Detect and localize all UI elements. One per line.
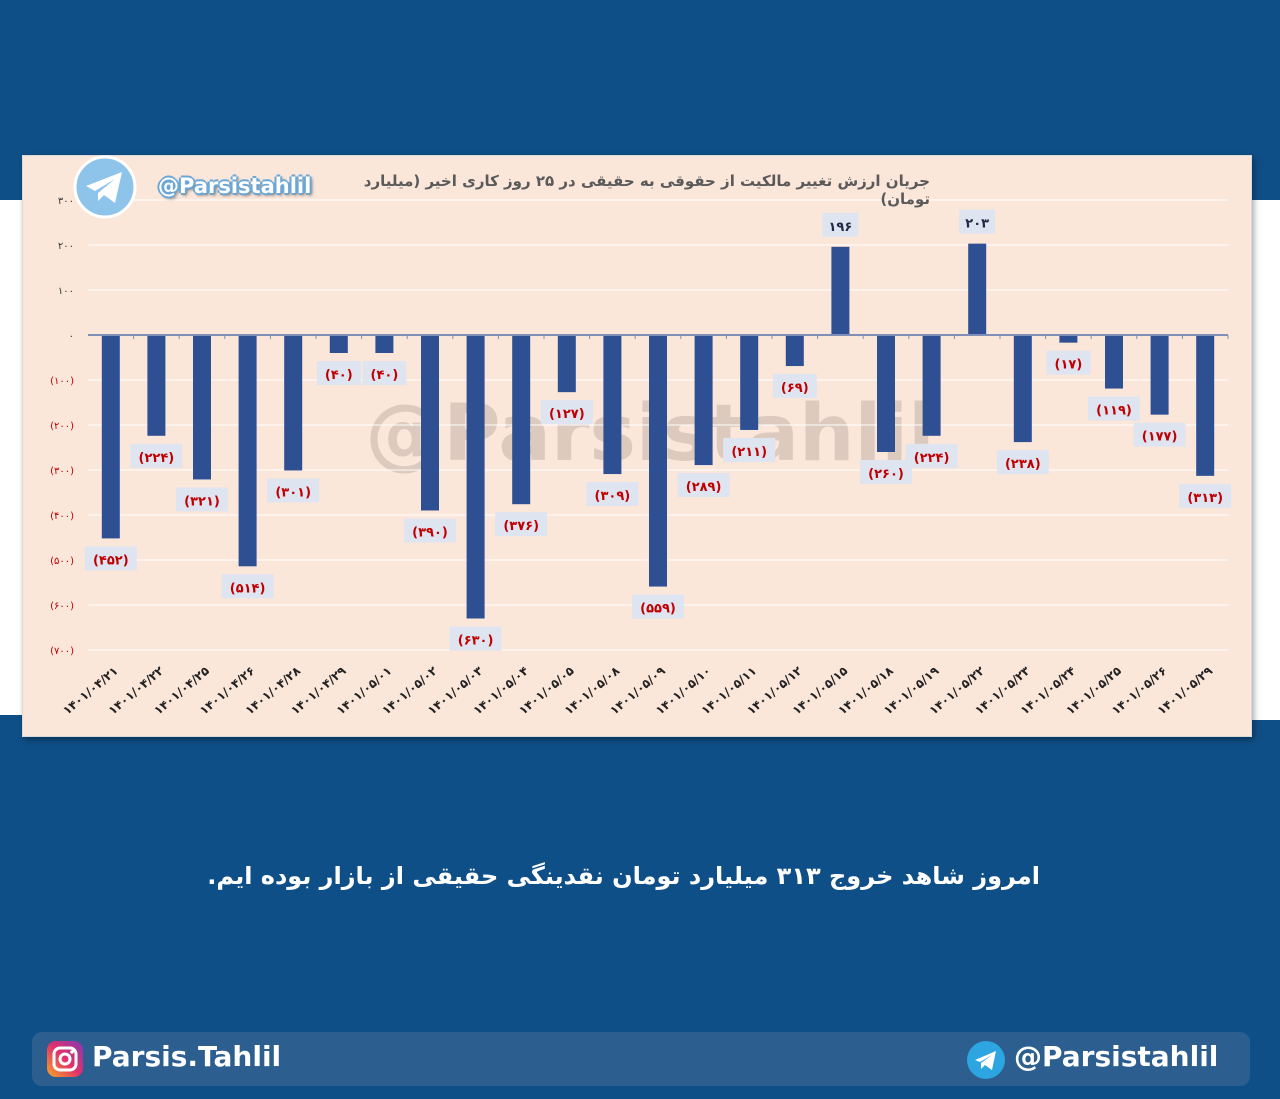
data-label: (۶۹)	[781, 381, 809, 396]
data-label-box	[495, 512, 548, 537]
data-label: (۳۷۶)	[503, 519, 539, 534]
data-label-box	[1179, 483, 1232, 508]
data-label: (۲۶۰)	[868, 467, 904, 482]
y-tick-label: (۴۰۰)	[50, 511, 74, 522]
y-tick-label: (۵۰۰)	[50, 556, 74, 567]
data-label-box	[1088, 396, 1140, 421]
data-label-box	[404, 518, 456, 543]
bar	[740, 335, 759, 430]
data-label-box	[1046, 350, 1091, 375]
bar	[375, 335, 394, 353]
data-label: (۲۲۴)	[914, 451, 950, 466]
y-tick-label: (۷۰۰)	[50, 646, 74, 657]
telegram-icon	[967, 1041, 1005, 1079]
bar-chart: @Parsistahlil ۳۰۰۲۰۰۱۰۰۰(۱۰۰)(۲۰۰)(۳۰۰)(…	[50, 196, 1232, 718]
bar	[785, 335, 804, 367]
bar	[193, 335, 211, 480]
data-label: (۶۳۰)	[458, 634, 494, 649]
data-label-box	[449, 626, 502, 651]
telegram-handle-top: @Parsistahlil	[158, 174, 312, 198]
data-label-box	[362, 361, 407, 385]
data-label-box	[1133, 422, 1186, 447]
data-label: (۲۱۱)	[731, 445, 767, 460]
bar	[147, 335, 166, 436]
bar	[1013, 335, 1032, 443]
data-label-box	[267, 478, 320, 503]
data-label: (۲۳۸)	[1005, 457, 1041, 472]
bar	[877, 335, 895, 452]
data-label-box	[632, 594, 684, 619]
data-label: (۱۱۹)	[1096, 404, 1132, 419]
bar	[1150, 335, 1169, 415]
footer-bar	[32, 1032, 1250, 1086]
bar	[421, 335, 439, 511]
telegram-handle[interactable]: @Parsistahlil	[1014, 1040, 1219, 1073]
bar	[329, 335, 348, 353]
data-label-box	[996, 450, 1049, 475]
data-label: (۳۹۰)	[412, 526, 448, 541]
data-label-box	[84, 546, 137, 571]
data-label-box	[677, 473, 730, 498]
chart-title: جریان ارزش تغییر مالکیت از حقوقی به حقیق…	[363, 172, 930, 208]
bar	[922, 335, 941, 436]
data-label: (۱۷)	[1055, 358, 1083, 373]
data-label: (۲۲۴)	[139, 451, 175, 466]
data-label-box	[316, 361, 361, 385]
data-label: (۳۰۹)	[595, 489, 631, 504]
data-label: (۳۲۱)	[184, 494, 220, 509]
data-label-box	[176, 487, 228, 512]
data-label: (۵۱۴)	[230, 581, 266, 596]
data-label: (۴۰)	[371, 368, 399, 383]
bar	[694, 335, 713, 466]
bar	[1059, 335, 1078, 343]
bar	[101, 335, 120, 539]
bar	[1105, 335, 1123, 389]
data-label: (۴۰)	[325, 368, 353, 383]
bar	[649, 335, 667, 587]
y-tick-label: ۳۰۰	[58, 196, 74, 207]
data-label-box	[540, 400, 593, 425]
instagram-icon	[47, 1041, 83, 1077]
data-label: (۵۵۹)	[640, 602, 676, 617]
bar	[603, 335, 622, 475]
background-shapes	[1250, 200, 1280, 720]
bar	[557, 335, 576, 393]
y-tick-label: ۰	[69, 331, 74, 342]
instagram-handle[interactable]: Parsis.Tahlil	[92, 1040, 282, 1073]
y-tick-label: ۲۰۰	[58, 241, 74, 252]
data-label: (۳۱۳)	[1187, 491, 1223, 506]
bar	[238, 335, 257, 567]
bar	[831, 246, 850, 335]
data-label: ۱۹۶	[828, 220, 852, 235]
data-label: (۱۷۷)	[1142, 430, 1178, 445]
bar	[968, 243, 987, 335]
chart-card	[22, 155, 1252, 737]
data-label: (۲۸۹)	[686, 480, 722, 495]
data-label: (۳۰۱)	[275, 485, 311, 500]
bar	[512, 335, 531, 505]
telegram-logo-icon	[73, 155, 137, 219]
caption-text: امروز شاهد خروج ۳۱۳ میلیارد تومان نقدینگ…	[207, 862, 1040, 890]
bar	[1196, 335, 1215, 476]
data-label-box	[822, 212, 859, 237]
y-tick-label: (۶۰۰)	[50, 601, 74, 612]
data-label-box	[130, 443, 183, 468]
data-label-box	[772, 374, 817, 399]
data-label: ۲۰۳	[965, 217, 989, 232]
y-tick-label: ۱۰۰	[58, 286, 74, 297]
data-label-box	[860, 460, 912, 484]
bar	[284, 335, 303, 471]
data-label-box	[905, 443, 958, 468]
data-label: (۴۵۲)	[93, 553, 129, 568]
data-label-box	[221, 574, 274, 599]
data-label: (۱۲۷)	[549, 407, 585, 422]
y-tick-label: (۳۰۰)	[50, 466, 74, 477]
data-label-box	[723, 437, 776, 462]
y-tick-label: (۱۰۰)	[50, 376, 74, 387]
y-tick-label: (۲۰۰)	[50, 421, 74, 432]
data-label-box	[959, 209, 996, 234]
bar	[466, 335, 485, 619]
data-label-box	[586, 482, 639, 507]
